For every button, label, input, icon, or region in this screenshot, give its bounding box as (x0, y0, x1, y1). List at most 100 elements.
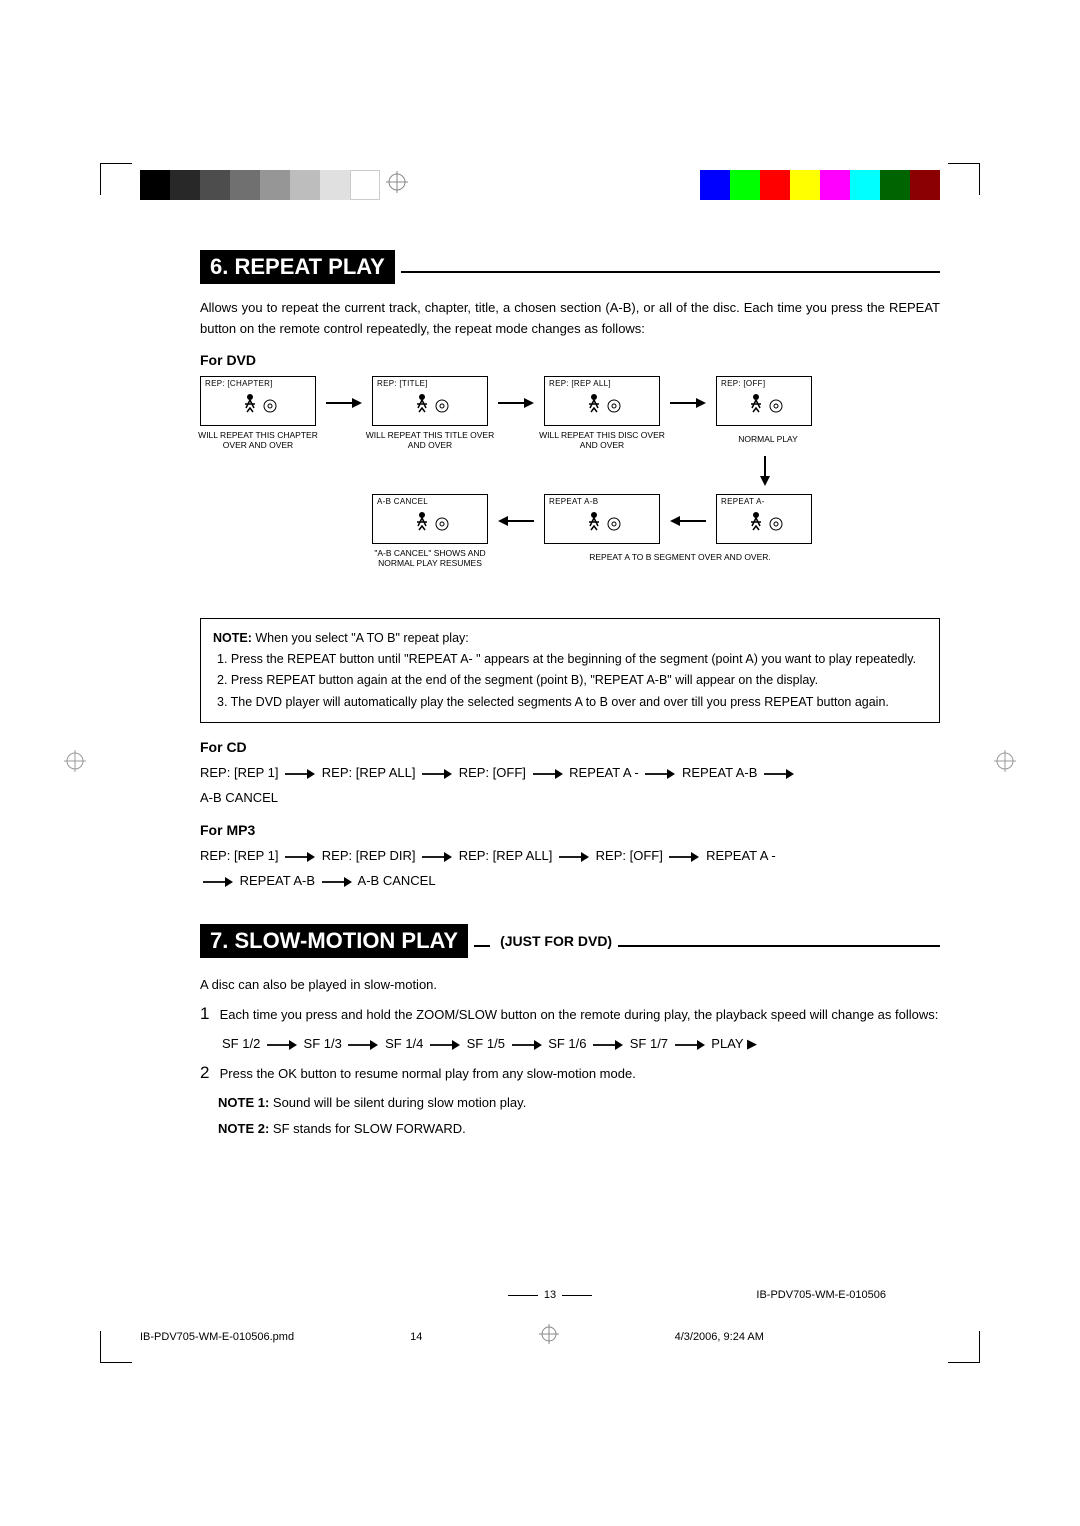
cd-icon (607, 399, 621, 413)
for-dvd-heading: For DVD (200, 352, 940, 368)
slow-motion-body: A disc can also be played in slow-motion… (200, 974, 940, 1140)
diagram-box: REP: [CHAPTER] (200, 376, 316, 426)
crop-mark (100, 163, 132, 195)
diagram-box: REP: [OFF] (716, 376, 812, 426)
cd-icon (769, 517, 783, 531)
pmd-date: 4/3/2006, 9:24 AM (675, 1331, 764, 1343)
running-figure-icon (745, 388, 783, 425)
seq-item: REP: [REP ALL] (459, 848, 553, 863)
note-label: NOTE 1: (218, 1095, 269, 1110)
pmd-filename: IB-PDV705-WM-E-010506.pmd (140, 1331, 294, 1343)
diagram-box: REPEAT A- (716, 494, 812, 544)
page-content: 6. REPEAT PLAY Allows you to repeat the … (200, 250, 940, 1144)
intro-text: Allows you to repeat the current track, … (200, 298, 940, 340)
seq-item: REPEAT A - (706, 848, 776, 863)
sf-sequence: SF 1/2 SF 1/3 SF 1/4 SF 1/5 SF 1/6 SF 1/… (222, 1033, 940, 1055)
registration-mark-icon (386, 171, 408, 199)
diagram-caption: NORMAL PLAY (698, 434, 838, 445)
document-id: IB-PDV705-WM-E-010506 (756, 1289, 886, 1301)
running-figure-icon (411, 388, 449, 425)
diagram-caption: "A-B CANCEL" SHOWS AND NORMAL PLAY RESUM… (360, 548, 500, 569)
section-title: 7. SLOW-MOTION PLAY (200, 924, 468, 958)
step-number: 1 (200, 1000, 216, 1029)
running-figure-icon (583, 506, 621, 543)
caption-line: "A-B CANCEL" SHOWS AND (374, 548, 485, 558)
seq-item: SF 1/2 (222, 1036, 260, 1051)
color-registration-bar (140, 170, 940, 200)
running-figure-icon (239, 388, 277, 425)
registration-mark-icon (994, 750, 1016, 777)
page-footer: 13 IB-PDV705-WM-E-010506 (200, 1289, 900, 1301)
running-figure-icon (745, 506, 783, 543)
mp3-sequence: REP: [REP 1] REP: [REP DIR] REP: [REP AL… (200, 844, 940, 893)
diagram-box: A-B CANCEL (372, 494, 488, 544)
diagram-box: REP: [TITLE] (372, 376, 488, 426)
prepress-footer: IB-PDV705-WM-E-010506.pmd 14 4/3/2006, 9… (140, 1324, 940, 1350)
diagram-caption: WILL REPEAT THIS CHAPTER OVER AND OVER (188, 430, 328, 451)
diagram-box: REPEAT A-B (544, 494, 660, 544)
title-rule (618, 935, 940, 947)
play-icon: ▶ (747, 1036, 757, 1051)
seq-item: SF 1/4 (385, 1036, 423, 1051)
seq-item: SF 1/7 (630, 1036, 668, 1051)
running-figure-icon (411, 506, 449, 543)
crop-mark (948, 163, 980, 195)
note-item: 1. Press the REPEAT button until "REPEAT… (213, 650, 927, 669)
diagram-caption: REPEAT A TO B SEGMENT OVER AND OVER. (560, 552, 800, 563)
seq-item: REPEAT A - (569, 765, 639, 780)
arrow-right-icon (670, 396, 706, 410)
box-label: REP: [OFF] (717, 377, 811, 388)
box-label: REP: [REP ALL] (545, 377, 659, 388)
seq-item: REP: [REP 1] (200, 848, 279, 863)
cd-icon (435, 399, 449, 413)
seq-item: REPEAT A-B (682, 765, 757, 780)
caption-line: NORMAL PLAY RESUMES (378, 558, 482, 568)
arrow-left-icon (670, 514, 706, 528)
seq-item: REP: [REP ALL] (322, 765, 416, 780)
seq-item: REP: [OFF] (459, 765, 526, 780)
seq-item: REP: [REP 1] (200, 765, 279, 780)
seq-item: SF 1/5 (467, 1036, 505, 1051)
box-label: REPEAT A-B (545, 495, 659, 506)
running-figure-icon (583, 388, 621, 425)
diagram-caption: WILL REPEAT THIS TITLE OVER AND OVER (360, 430, 500, 451)
registration-mark-icon (64, 750, 86, 777)
rule (508, 1295, 538, 1296)
seq-item: PLAY (711, 1036, 743, 1051)
note-box: NOTE: When you select "A TO B" repeat pl… (200, 618, 940, 724)
title-rule (401, 261, 940, 273)
box-label: REP: [TITLE] (373, 377, 487, 388)
section-subtitle: (JUST FOR DVD) (500, 933, 612, 949)
seq-item: SF 1/3 (304, 1036, 342, 1051)
diagram-box: REP: [REP ALL] (544, 376, 660, 426)
repeat-diagram: REP: [CHAPTER] REP: [TITLE] REP: [REP AL… (200, 376, 940, 606)
rule (562, 1295, 592, 1296)
cd-icon (607, 517, 621, 531)
note-text: SF stands for SLOW FORWARD. (269, 1121, 465, 1136)
for-cd-heading: For CD (200, 739, 940, 755)
note-item: 2. Press REPEAT button again at the end … (213, 671, 927, 690)
note-label: NOTE: (213, 631, 252, 645)
section-title: 6. REPEAT PLAY (200, 250, 395, 284)
cd-icon (769, 399, 783, 413)
arrow-down-icon (758, 456, 772, 486)
page-number: 13 (544, 1289, 556, 1301)
seq-item: REP: [OFF] (596, 848, 663, 863)
box-label: REP: [CHAPTER] (201, 377, 315, 388)
seq-item: A-B CANCEL (200, 790, 278, 805)
step-text: Press the OK button to resume normal pla… (220, 1066, 636, 1081)
seq-item: A-B CANCEL (358, 873, 436, 888)
arrow-right-icon (326, 396, 362, 410)
slow-intro: A disc can also be played in slow-motion… (200, 974, 940, 996)
seq-item: REPEAT A-B (240, 873, 315, 888)
for-mp3-heading: For MP3 (200, 822, 940, 838)
note-item: 3. The DVD player will automatically pla… (213, 693, 927, 712)
crop-mark (948, 1331, 980, 1363)
cd-sequence: REP: [REP 1] REP: [REP ALL] REP: [OFF] R… (200, 761, 940, 810)
step-number: 2 (200, 1059, 216, 1088)
note-label: NOTE 2: (218, 1121, 269, 1136)
box-label: REPEAT A- (717, 495, 811, 506)
seq-item: REP: [REP DIR] (322, 848, 416, 863)
crop-mark (100, 1331, 132, 1363)
cd-icon (435, 517, 449, 531)
